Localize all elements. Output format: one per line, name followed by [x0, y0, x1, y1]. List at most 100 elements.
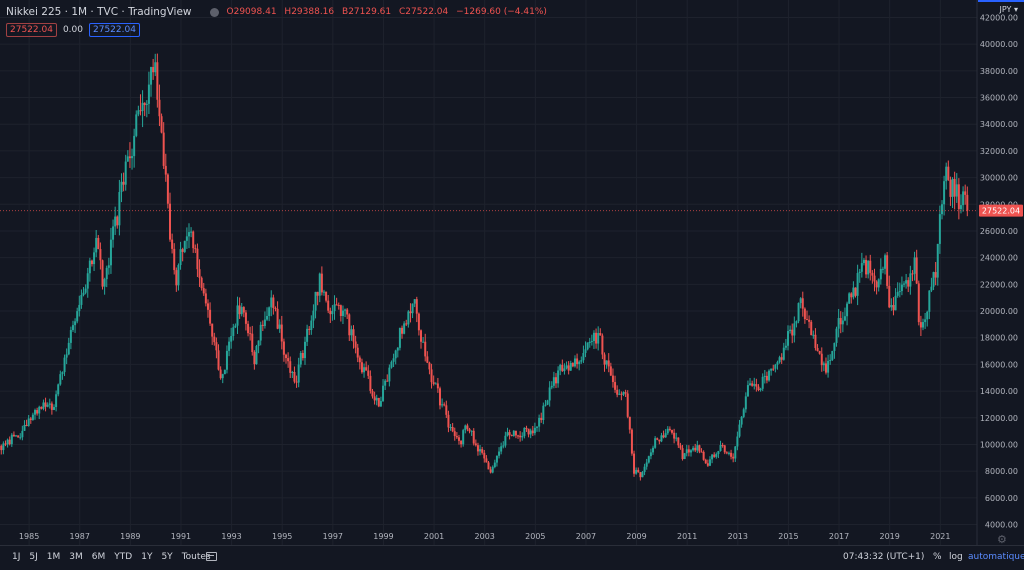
candle-body [46, 404, 49, 407]
auto-scale-toggle[interactable]: automatique [968, 552, 1024, 562]
candle-body [626, 393, 629, 417]
candle-body [160, 116, 163, 133]
percent-toggle[interactable]: % [933, 552, 942, 562]
candle-body [744, 396, 747, 410]
candle-body [261, 324, 264, 326]
candle-body [386, 380, 389, 382]
range-button-5y[interactable]: 5Y [161, 552, 173, 562]
currency-selector[interactable]: JPY ▾ [999, 5, 1018, 14]
candle-body [293, 371, 296, 382]
candle-body [698, 445, 701, 452]
range-button-1j[interactable]: 1J [12, 552, 21, 562]
price-axis[interactable]: 4000.00 6000.00 8000.00 10000.00 12000.00 140… [980, 14, 1018, 530]
range-button-1y[interactable]: 1Y [141, 552, 153, 562]
candle-body [588, 341, 591, 343]
candle-body [177, 265, 180, 286]
range-button-1m[interactable]: 1M [46, 552, 61, 562]
time-axis[interactable]: 1985 1987 1989 1991 1993 1995 1997 1999 2001 2003… [19, 532, 951, 541]
candle-body [187, 232, 190, 237]
x-tick-label: 2021 [930, 532, 950, 541]
candle-body [565, 365, 568, 369]
candle-body [753, 384, 756, 386]
candle-body [554, 377, 557, 384]
candle-body [869, 260, 872, 273]
candle-body [584, 349, 587, 353]
candle-body [881, 268, 884, 270]
candle-body [312, 310, 315, 321]
candle-body [614, 382, 617, 390]
candle-body [251, 333, 254, 353]
gear-icon[interactable]: ⚙ [997, 533, 1007, 546]
candle-body [637, 469, 640, 473]
candle-body [755, 384, 758, 387]
candle-body [169, 203, 172, 240]
candle-body [396, 347, 399, 351]
candle-body [27, 418, 30, 426]
candle-body [719, 445, 722, 451]
candle-body [57, 384, 60, 395]
candle-body [645, 462, 648, 467]
candle-body [145, 103, 148, 106]
candle-body [318, 273, 321, 296]
candle-body [848, 293, 851, 304]
candle-body [200, 277, 203, 289]
symbol-title[interactable]: Nikkei 225 · 1M · TVC · TradingView [6, 6, 192, 18]
candle-body [858, 271, 861, 274]
candle-body [548, 387, 551, 401]
price-chart[interactable]: 4000.00 6000.00 8000.00 10000.00 12000.00 140… [0, 0, 1024, 545]
candle-body [546, 400, 549, 405]
candle-body [325, 291, 328, 301]
candle-body [649, 452, 652, 457]
candle-body [371, 390, 374, 397]
candle-body [768, 370, 771, 381]
blue-price-box[interactable]: 27522.04 [89, 23, 140, 37]
range-button-ytd[interactable]: YTD [114, 552, 133, 562]
low-value: B27129.61 [342, 7, 392, 17]
candle-body [603, 354, 606, 365]
candle-body [892, 305, 895, 311]
active-accent-bar [978, 0, 1024, 2]
candle-body [209, 309, 212, 324]
candle-body [71, 325, 74, 331]
range-button-3m[interactable]: 3M [69, 552, 83, 562]
x-tick-label: 2013 [728, 532, 748, 541]
candle-body [924, 319, 927, 323]
candle-body [282, 341, 285, 355]
x-tick-label: 2001 [424, 532, 444, 541]
price-box[interactable]: 27522.04 [6, 23, 57, 37]
candle-body [36, 410, 39, 414]
candle-body [128, 156, 131, 159]
candle-body [966, 194, 969, 211]
candle-body [232, 327, 235, 337]
candle-body [489, 469, 492, 473]
candle-body [479, 449, 482, 452]
candle-body [289, 361, 292, 373]
x-tick-label: 1999 [373, 532, 393, 541]
candle-body [137, 110, 140, 115]
log-toggle[interactable]: log [949, 552, 963, 562]
range-button-5j[interactable]: 5J [29, 552, 38, 562]
candle-body [487, 462, 490, 470]
candle-body [405, 323, 408, 325]
calendar-icon[interactable] [206, 552, 217, 561]
candle-body [327, 300, 330, 311]
candle-body [253, 352, 256, 365]
candle-body [791, 329, 794, 336]
candle-body [112, 226, 115, 240]
range-button-6m[interactable]: 6M [91, 552, 106, 562]
candle-body [706, 463, 709, 466]
candle-body [474, 443, 477, 446]
candle-body [652, 447, 655, 453]
candle-body [841, 320, 844, 325]
candle-body [873, 275, 876, 282]
candle-body [322, 291, 325, 293]
market-status-icon[interactable] [209, 7, 219, 17]
candle-body [84, 288, 87, 293]
candle-body [86, 273, 89, 289]
y-tick-label: 6000.00 [985, 494, 1018, 503]
candle-body [959, 205, 962, 210]
range-button-all[interactable]: Toutes [181, 552, 211, 562]
candle-body [445, 405, 448, 415]
clock-time[interactable]: 07:43:32 (UTC+1) [843, 552, 925, 562]
candle-body [244, 312, 247, 324]
